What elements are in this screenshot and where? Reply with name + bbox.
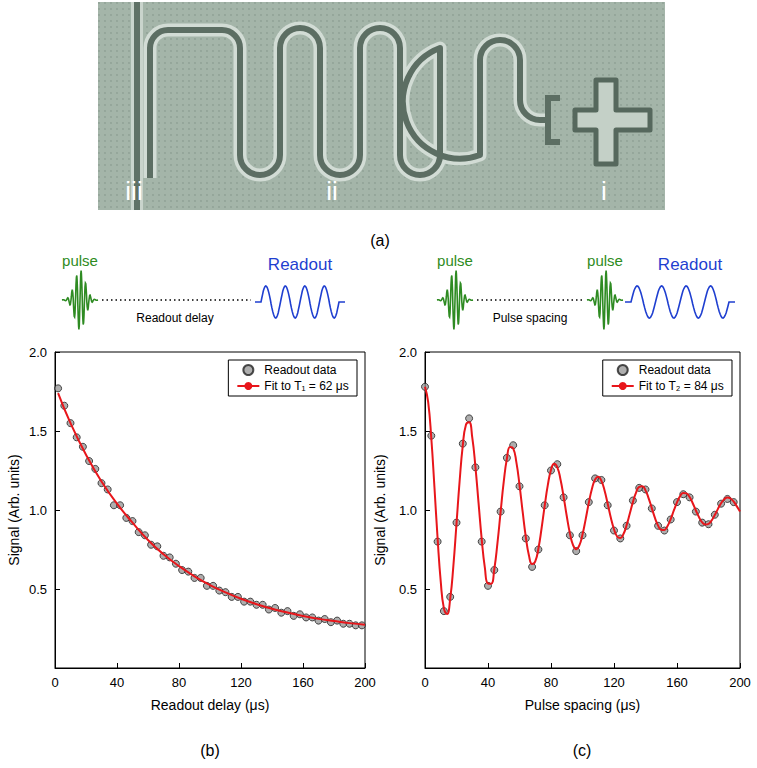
- svg-text:1.0: 1.0: [399, 503, 417, 518]
- svg-text:Signal (Arb. units): Signal (Arb. units): [6, 454, 22, 565]
- svg-text:Signal (Arb. units): Signal (Arb. units): [372, 454, 388, 565]
- svg-text:(b): (b): [200, 742, 220, 759]
- svg-text:1.5: 1.5: [399, 424, 417, 439]
- svg-text:iii: iii: [125, 176, 142, 206]
- svg-text:2.0: 2.0: [29, 345, 47, 360]
- svg-text:160: 160: [666, 675, 688, 690]
- svg-text:0.5: 0.5: [399, 582, 417, 597]
- svg-text:0: 0: [51, 675, 58, 690]
- svg-text:2.0: 2.0: [399, 345, 417, 360]
- svg-text:40: 40: [481, 675, 495, 690]
- svg-text:1.0: 1.0: [29, 503, 47, 518]
- svg-text:(a): (a): [370, 232, 390, 249]
- svg-text:Readout: Readout: [268, 255, 333, 274]
- svg-text:Readout: Readout: [658, 255, 723, 274]
- svg-text:200: 200: [729, 675, 751, 690]
- svg-text:Pulse spacing: Pulse spacing: [493, 311, 568, 325]
- svg-text:i: i: [601, 176, 607, 206]
- svg-text:160: 160: [292, 675, 314, 690]
- svg-text:Readout data: Readout data: [264, 363, 336, 377]
- svg-text:Readout data: Readout data: [639, 363, 711, 377]
- svg-text:0.5: 0.5: [29, 582, 47, 597]
- svg-text:80: 80: [172, 675, 186, 690]
- svg-text:Fit to T₂ = 84 μs: Fit to T₂ = 84 μs: [639, 379, 724, 393]
- svg-text:(c): (c): [573, 742, 592, 759]
- svg-text:1.5: 1.5: [29, 424, 47, 439]
- svg-text:200: 200: [354, 675, 376, 690]
- svg-text:120: 120: [603, 675, 625, 690]
- svg-text:Readout delay: Readout delay: [136, 311, 213, 325]
- svg-text:Pulse spacing (μs): Pulse spacing (μs): [525, 697, 640, 713]
- svg-text:40: 40: [110, 675, 124, 690]
- svg-text:Readout delay (μs): Readout delay (μs): [151, 697, 270, 713]
- svg-text:120: 120: [230, 675, 252, 690]
- svg-text:pulse: pulse: [587, 252, 623, 269]
- svg-text:Fit to T₁ = 62 μs: Fit to T₁ = 62 μs: [264, 379, 348, 393]
- svg-text:80: 80: [544, 675, 558, 690]
- svg-text:ii: ii: [326, 176, 338, 206]
- svg-text:pulse: pulse: [437, 252, 473, 269]
- svg-text:0: 0: [421, 675, 428, 690]
- svg-text:pulse: pulse: [62, 252, 98, 269]
